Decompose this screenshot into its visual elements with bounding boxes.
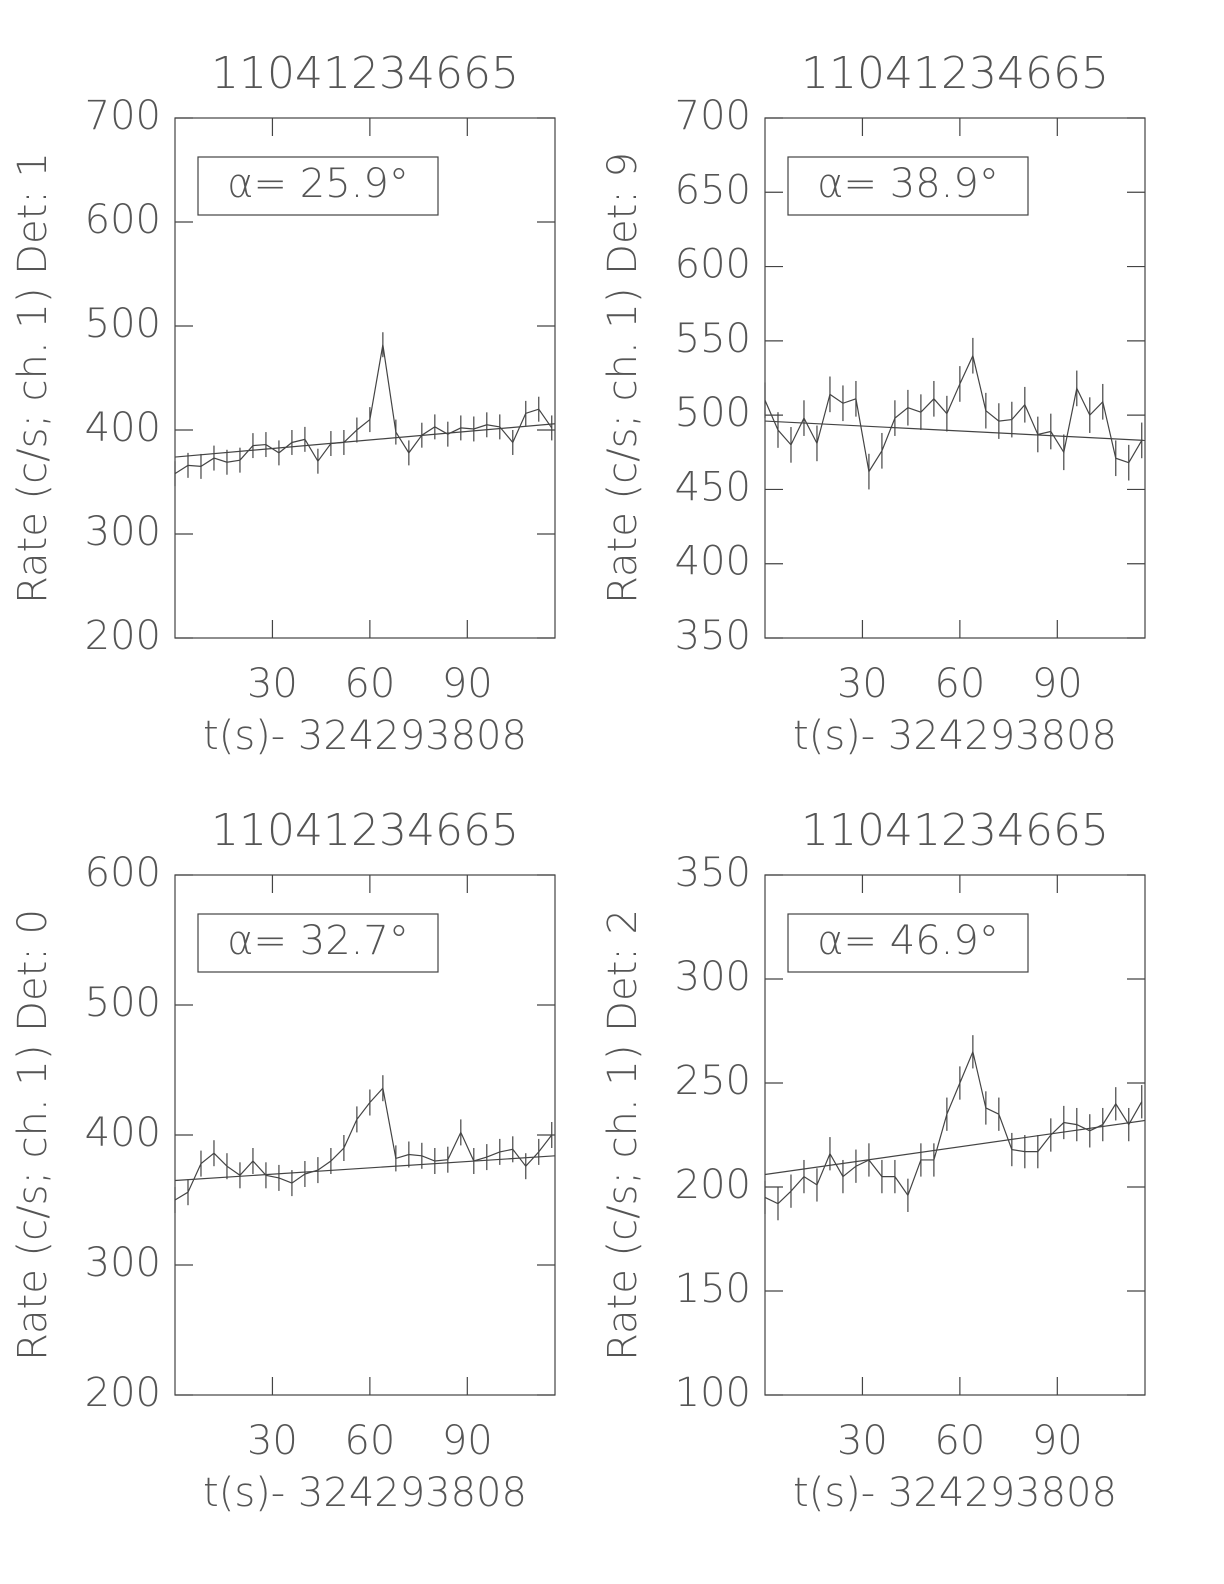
fit-line bbox=[764, 1119, 1146, 1176]
x-tick-label: 60 bbox=[344, 1418, 395, 1464]
y-tick-label: 550 bbox=[675, 316, 751, 362]
y-tick-label: 600 bbox=[85, 197, 161, 243]
x-tick-label: 90 bbox=[442, 661, 493, 707]
y-tick-label: 250 bbox=[675, 1058, 751, 1104]
panel-title: 11041234665 bbox=[801, 805, 1109, 856]
annotation: α= 46.9° bbox=[817, 918, 999, 964]
x-axis-label: t(s)- 324293808 bbox=[793, 1470, 1117, 1516]
x-tick-label: 30 bbox=[247, 1418, 298, 1464]
annotation-box bbox=[197, 913, 439, 973]
panel-title: 11041234665 bbox=[801, 48, 1109, 99]
x-axis-label: t(s)- 324293808 bbox=[203, 1470, 527, 1516]
plot-frame bbox=[764, 874, 1146, 1396]
x-axis-label: t(s)- 324293808 bbox=[793, 713, 1117, 759]
x-tick-label: 90 bbox=[1032, 661, 1083, 707]
data-line bbox=[764, 353, 1143, 474]
y-tick-label: 500 bbox=[85, 301, 161, 347]
plot-frame bbox=[174, 117, 556, 639]
fit-line bbox=[174, 423, 556, 458]
x-tick-label: 30 bbox=[837, 1418, 888, 1464]
annotation-box bbox=[787, 913, 1029, 973]
x-tick-label: 30 bbox=[837, 661, 888, 707]
y-tick-label: 150 bbox=[675, 1266, 751, 1312]
annotation-box bbox=[787, 156, 1029, 216]
x-tick-label: 60 bbox=[934, 1418, 985, 1464]
y-tick-label: 600 bbox=[85, 850, 161, 896]
y-axis-label: Rate (c/s; ch. 1) Det: 0 bbox=[10, 909, 56, 1361]
y-tick-label: 300 bbox=[85, 1240, 161, 1286]
y-tick-label: 500 bbox=[85, 980, 161, 1026]
data-line bbox=[174, 1086, 553, 1201]
y-tick-label: 400 bbox=[85, 1110, 161, 1156]
y-tick-label: 700 bbox=[85, 93, 161, 139]
y-tick-label: 400 bbox=[675, 539, 751, 585]
x-tick-label: 30 bbox=[247, 661, 298, 707]
fit-line bbox=[174, 1155, 556, 1182]
data-line bbox=[174, 344, 553, 475]
y-tick-label: 200 bbox=[85, 1370, 161, 1416]
panel-title: 11041234665 bbox=[211, 805, 519, 856]
y-tick-label: 600 bbox=[675, 242, 751, 288]
y-tick-label: 700 bbox=[675, 93, 751, 139]
annotation: α= 25.9° bbox=[227, 161, 409, 207]
x-tick-label: 90 bbox=[442, 1418, 493, 1464]
y-axis-label: Rate (c/s; ch. 1) Det: 9 bbox=[600, 152, 646, 604]
y-tick-label: 300 bbox=[675, 954, 751, 1000]
y-tick-label: 500 bbox=[675, 390, 751, 436]
y-tick-label: 450 bbox=[675, 464, 751, 510]
annotation-box bbox=[197, 156, 439, 216]
fit-line bbox=[764, 420, 1146, 441]
y-tick-label: 400 bbox=[85, 405, 161, 451]
y-tick-label: 650 bbox=[675, 167, 751, 213]
y-tick-label: 200 bbox=[85, 613, 161, 659]
y-axis-label: Rate (c/s; ch. 1) Det: 2 bbox=[600, 909, 646, 1361]
x-tick-label: 60 bbox=[934, 661, 985, 707]
annotation: α= 38.9° bbox=[817, 161, 999, 207]
x-tick-label: 90 bbox=[1032, 1418, 1083, 1464]
y-tick-label: 200 bbox=[675, 1162, 751, 1208]
y-axis-label: Rate (c/s; ch. 1) Det: 1 bbox=[10, 152, 56, 604]
y-tick-label: 300 bbox=[85, 509, 161, 555]
x-tick-label: 60 bbox=[344, 661, 395, 707]
panel-title: 11041234665 bbox=[211, 48, 519, 99]
y-tick-label: 350 bbox=[675, 850, 751, 896]
x-axis-label: t(s)- 324293808 bbox=[203, 713, 527, 759]
y-tick-label: 100 bbox=[675, 1370, 751, 1416]
data-line bbox=[764, 1049, 1143, 1205]
plot-frame bbox=[764, 117, 1146, 639]
annotation: α= 32.7° bbox=[227, 918, 409, 964]
y-tick-label: 350 bbox=[675, 613, 751, 659]
